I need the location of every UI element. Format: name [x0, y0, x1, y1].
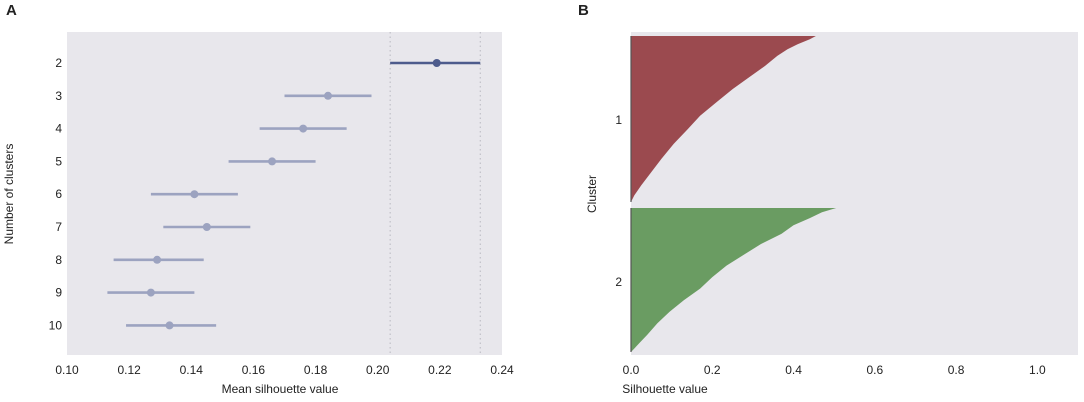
panel-a-points [107, 59, 481, 330]
x-tick-label: 0.18 [304, 363, 328, 377]
mean-point [432, 59, 441, 67]
y-tick-label: 4 [55, 122, 62, 136]
y-tick-label: 9 [55, 286, 62, 300]
panel-a-y-tick-labels: 2 3 4 5 6 7 8 9 10 [49, 56, 63, 332]
x-tick-label: 0.0 [623, 363, 640, 377]
x-tick-label: 0.22 [428, 363, 452, 377]
panel-a-letter: A [6, 2, 17, 19]
y-tick-label: 5 [55, 154, 62, 168]
y-tick-label: 8 [55, 253, 62, 267]
mean-point [153, 255, 162, 264]
mean-point [202, 223, 211, 231]
x-tick-label: 1.0 [1029, 363, 1046, 377]
y-tick-label: 6 [55, 187, 62, 201]
y-tick-label: 3 [55, 89, 62, 103]
mean-point [146, 288, 155, 297]
x-tick-label: 0.16 [242, 363, 266, 377]
x-tick-label: 0.8 [948, 363, 965, 377]
mean-point [299, 124, 308, 133]
mean-point [190, 190, 199, 199]
panel-b-letter: B [578, 2, 589, 19]
x-tick-label: 0.2 [704, 363, 721, 377]
silhouette-area-cluster-1 [631, 36, 816, 202]
x-tick-label: 0.10 [55, 363, 79, 377]
y-tick-label: 10 [49, 318, 63, 332]
y-tick-label: 7 [55, 220, 62, 234]
panel-a: A 2 3 4 5 6 7 8 9 10 0.10 0.12 0.14 0.16 0.18 0.20 0.2… [2, 2, 514, 396]
panel-b-cluster-labels: 12 [615, 113, 622, 289]
panel-a-x-tick-labels: 0.10 0.12 0.14 0.16 0.18 0.20 0.22 0.24 [55, 363, 514, 377]
mean-point [268, 157, 277, 166]
panel-a-y-axis-label: Number of clusters [2, 144, 16, 245]
y-tick-label: 2 [55, 56, 62, 70]
x-tick-label: 0.4 [785, 363, 802, 377]
panel-b: B 12 0.0 0.2 0.4 0.6 0.8 1.0 Silhouette value… [578, 2, 1078, 396]
x-tick-label: 0.20 [366, 363, 390, 377]
mean-point [324, 91, 332, 100]
x-tick-label: 0.14 [180, 363, 204, 377]
panel-b-x-axis-label: Silhouette value [622, 382, 708, 396]
cluster-label: 1 [615, 113, 622, 127]
panel-a-plot-area [67, 32, 502, 355]
x-tick-label: 0.12 [117, 363, 141, 377]
cluster-label: 2 [615, 275, 622, 289]
silhouette-area-cluster-2 [631, 208, 837, 352]
panel-a-x-axis-label: Mean silhouette value [222, 382, 339, 396]
x-tick-label: 0.24 [490, 363, 514, 377]
mean-point [165, 321, 174, 330]
panel-b-x-tick-labels: 0.0 0.2 0.4 0.6 0.8 1.0 [623, 363, 1046, 377]
panel-b-y-axis-label: Cluster [585, 175, 599, 213]
panel-b-silhouette-areas [630, 36, 837, 352]
x-tick-label: 0.6 [866, 363, 883, 377]
